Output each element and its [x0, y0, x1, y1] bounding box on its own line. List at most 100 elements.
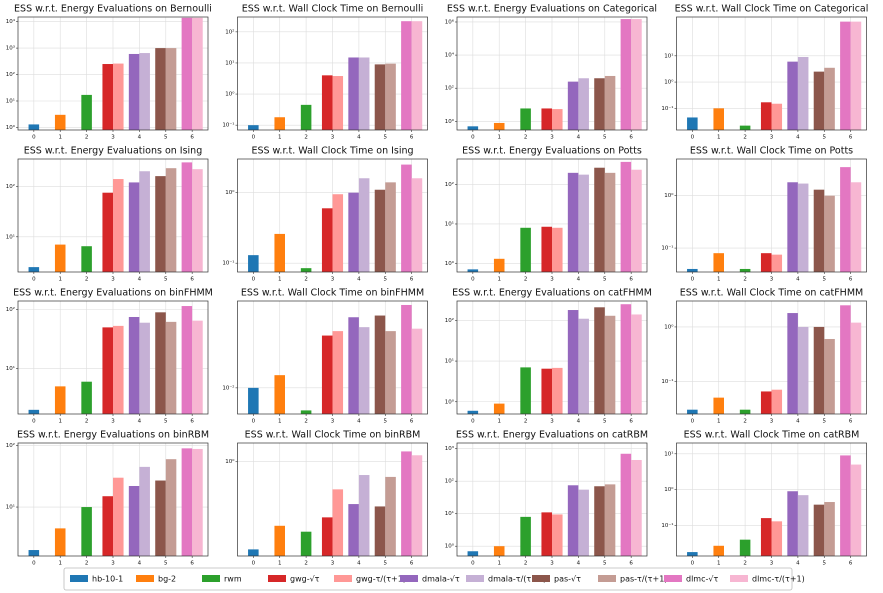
bar: [401, 304, 412, 414]
bar: [165, 168, 177, 272]
bar: [771, 389, 783, 414]
y-tick-label: 10⁰: [445, 398, 455, 405]
y-tick-label: 10²: [6, 306, 15, 313]
bar: [687, 268, 698, 272]
x-tick-label: 5: [164, 135, 168, 141]
bar: [348, 57, 359, 130]
bar: [520, 108, 531, 130]
bar: [374, 189, 386, 272]
x-tick-label: 3: [111, 419, 115, 425]
y-tick-label: 10¹: [6, 365, 15, 372]
chart-title: ESS w.r.t. Wall Clock Time on Potts: [690, 146, 853, 157]
x-tick-label: 0: [691, 135, 695, 141]
y-tick-label: 10¹: [6, 233, 15, 240]
bar: [552, 367, 563, 414]
y-tick-label: 10⁻¹: [661, 522, 673, 529]
bar: [385, 182, 396, 272]
x-tick-label: 0: [471, 419, 475, 425]
bar: [850, 21, 862, 131]
legend-label: bg-2: [158, 575, 176, 584]
x-tick-label: 2: [524, 419, 528, 425]
x-tick-label: 1: [278, 277, 282, 283]
bar: [181, 306, 193, 414]
bar: [813, 71, 825, 130]
x-tick-label: 0: [252, 419, 256, 425]
bar: [739, 268, 751, 272]
bar: [248, 255, 259, 272]
x-tick-label: 0: [471, 277, 475, 283]
legend-swatch: [400, 575, 418, 582]
chart-title: ESS w.r.t. Wall Clock Time on Categorica…: [675, 4, 869, 15]
x-tick-label: 6: [849, 419, 853, 425]
y-tick-label: 10²: [445, 181, 454, 188]
x-tick-label: 4: [577, 135, 581, 141]
x-tick-label: 0: [691, 561, 695, 567]
chart-title: ESS w.r.t. Wall Clock Time on Ising: [251, 146, 413, 157]
bar: [274, 233, 285, 272]
bar: [300, 104, 312, 130]
x-tick-label: 4: [138, 419, 142, 425]
bar: [332, 489, 344, 556]
x-tick-label: 4: [577, 419, 581, 425]
legend-label: pas-τ/(τ+1): [620, 575, 667, 584]
bar: [797, 183, 809, 272]
bar: [760, 518, 772, 556]
bar: [374, 506, 386, 556]
y-tick-label: 10⁻¹: [661, 245, 673, 252]
x-tick-label: 3: [550, 135, 554, 141]
y-tick-label: 10⁰: [445, 543, 455, 550]
y-tick-label: 10⁰: [445, 118, 455, 125]
y-tick-label: 10²: [445, 478, 454, 485]
bar: [165, 321, 177, 414]
x-tick-label: 1: [717, 419, 721, 425]
bar: [139, 53, 150, 130]
x-tick-label: 1: [278, 561, 282, 567]
bar: [594, 167, 605, 272]
x-tick-label: 5: [823, 135, 827, 141]
bar: [102, 327, 113, 414]
y-tick-label: 10²: [225, 28, 234, 35]
bar: [787, 491, 798, 556]
bar: [374, 64, 386, 130]
chart-title: ESS w.r.t. Wall Clock Time on binFHMM: [241, 288, 424, 299]
x-tick-label: 1: [717, 277, 721, 283]
x-tick-label: 6: [629, 135, 633, 141]
x-tick-label: 6: [629, 277, 633, 283]
legend-swatch: [334, 575, 352, 582]
bar: [332, 194, 344, 272]
bar: [739, 539, 751, 556]
bar: [139, 466, 150, 556]
x-tick-label: 6: [410, 135, 414, 141]
bar: [102, 192, 113, 272]
bar: [771, 103, 783, 130]
bar: [604, 315, 616, 414]
bar: [28, 267, 40, 272]
bar: [620, 304, 632, 414]
bar: [321, 335, 333, 414]
x-tick-label: 4: [138, 561, 142, 567]
chart-title: ESS w.r.t. Energy Evaluations on Categor…: [447, 4, 657, 15]
bar: [713, 108, 724, 130]
chart-title: ESS w.r.t. Energy Evaluations on Bernoul…: [14, 4, 212, 15]
bar: [401, 451, 412, 556]
x-tick-label: 6: [629, 419, 633, 425]
bar: [374, 315, 386, 414]
x-tick-label: 3: [331, 561, 335, 567]
y-tick-label: 10¹: [6, 97, 15, 104]
bar: [54, 386, 66, 414]
legend-swatch: [136, 575, 154, 582]
x-tick-label: 4: [357, 561, 361, 567]
bar: [493, 546, 505, 556]
x-tick-label: 5: [384, 419, 388, 425]
x-tick-label: 2: [304, 419, 308, 425]
x-tick-label: 2: [304, 135, 308, 141]
bar: [155, 176, 166, 272]
bar: [631, 314, 642, 414]
bar: [604, 172, 616, 272]
x-tick-label: 6: [190, 135, 194, 141]
bar: [520, 516, 531, 556]
legend-swatch: [730, 575, 748, 582]
y-tick-label: 10¹: [445, 220, 454, 227]
bar: [128, 485, 140, 556]
bar: [687, 117, 698, 130]
